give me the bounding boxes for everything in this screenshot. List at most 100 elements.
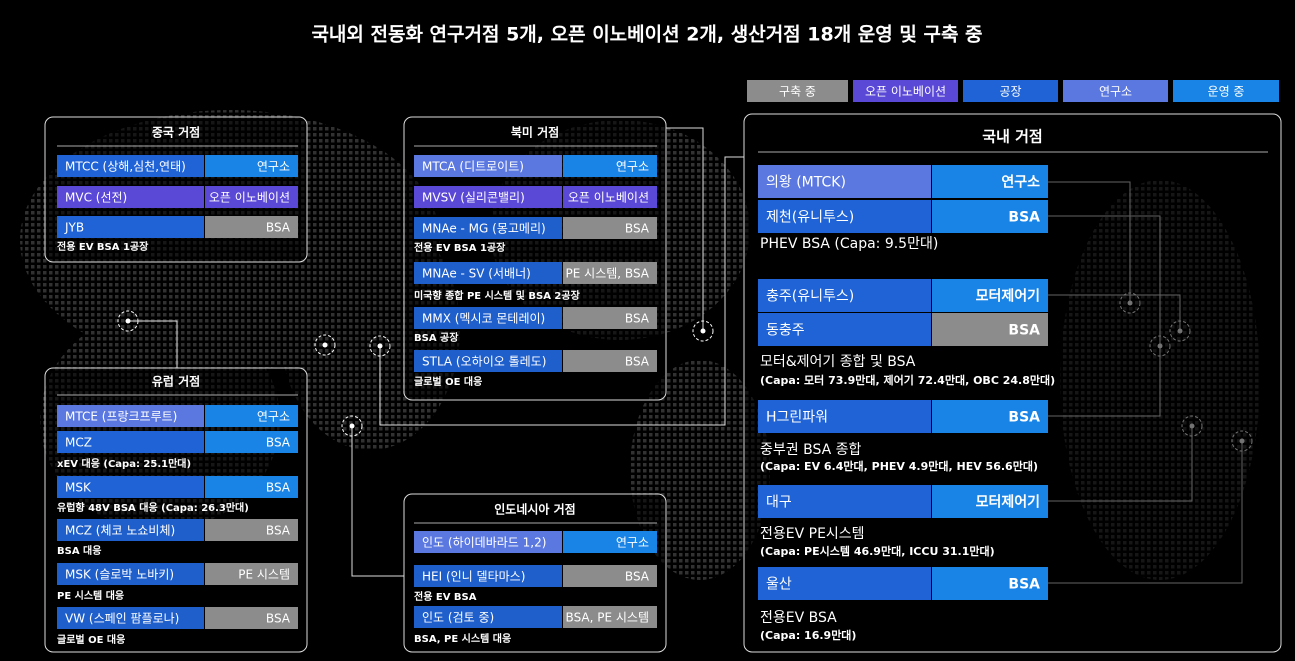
site-type: BSA [625, 355, 650, 369]
site-note: BSA 대응 [57, 544, 101, 557]
type-cell [205, 155, 298, 177]
name-cell [57, 405, 204, 427]
site-note: 중부권 BSA 종합 [760, 442, 862, 458]
type-cell [205, 186, 298, 208]
panel-title: 북미 거점 [511, 125, 559, 140]
title: 국내외 전동화 연구거점 5개, 오픈 이노베이션 2개, 생산거점 18개 운… [311, 24, 982, 46]
name-cell [414, 350, 562, 372]
type-cell [932, 567, 1048, 600]
pin-dot [322, 342, 328, 348]
site-name: MNAe - MG (몽고메리) [422, 222, 546, 236]
site-note: BSA 공장 [414, 331, 459, 344]
site-type: BSA, PE 시스템 [566, 611, 649, 625]
name-cell [414, 155, 562, 177]
region-panel: 북미 거점 MTCA (디트로이트) 연구소 MVSV (실리콘밸리) 오픈 이노베이션… [403, 116, 667, 401]
site-type: 오픈 이노베이션 [209, 191, 290, 205]
type-cell [563, 155, 657, 177]
site-note: 전용 EV BSA 1공장 [414, 241, 506, 254]
name-cell [57, 155, 204, 177]
name-cell [414, 262, 562, 284]
site-type: BSA [266, 436, 291, 450]
site-note: 전용 EV BSA 1공장 [57, 240, 149, 253]
site-type: BSA [266, 612, 291, 626]
site-note: BSA, PE 시스템 대응 [414, 632, 511, 645]
pin-ring [369, 335, 391, 357]
legend-label: 오픈 이노베이션 [865, 85, 946, 99]
panels: 중국 거점 MTCC (상해,심천,연태) 연구소 MVC (선전) 오픈 이노베이션 J… [44, 113, 1282, 653]
site-note: 글로벌 OE 대응 [57, 633, 125, 646]
name-cell [758, 567, 931, 600]
site-note: 전용EV BSA [760, 610, 837, 626]
type-cell [932, 165, 1048, 198]
site-name: MNAe - SV (서배너) [422, 267, 531, 281]
site-type: 연구소 [616, 160, 649, 174]
site-name: 울산 [766, 577, 792, 593]
site-subnote: (Capa: PE시스템 46.9만대, ICCU 31.1만대) [760, 544, 995, 558]
name-cell [414, 606, 562, 628]
type-cell [932, 279, 1048, 312]
site-note: PHEV BSA (Capa: 9.5만대) [760, 236, 938, 252]
site-name: MVC (선전) [65, 191, 127, 205]
name-cell [57, 607, 204, 629]
name-cell [57, 519, 204, 541]
name-cell [414, 565, 562, 587]
site-type: BSA [266, 481, 291, 495]
pin-ring [117, 310, 139, 332]
site-type: BSA [1008, 577, 1040, 593]
site-name: MVSV (실리콘밸리) [422, 191, 525, 205]
site-subnote: (Capa: 모터 73.9만대, 제어기 72.4만대, OBC 24.8만대… [760, 373, 1055, 387]
name-cell [758, 313, 931, 346]
name-cell [758, 165, 931, 198]
type-cell [563, 262, 657, 284]
type-cell [932, 313, 1048, 346]
name-cell [57, 186, 204, 208]
pin-ring [341, 415, 363, 437]
type-cell [205, 405, 298, 427]
site-name: 제천(유니투스) [766, 210, 854, 226]
panel-title: 중국 거점 [152, 125, 200, 140]
site-name: H그린파워 [766, 410, 828, 426]
site-name: MTCE (프랑크프루트) [65, 410, 177, 424]
name-cell [57, 216, 204, 238]
type-cell [563, 307, 657, 329]
site-type: BSA [1008, 210, 1040, 226]
site-note: 미국향 종합 PE 시스템 및 BSA 2공장 [414, 289, 581, 302]
site-name: 인도 (검토 중) [422, 611, 494, 625]
type-cell [205, 476, 298, 498]
site-name: MCZ (체코 노쇼비체) [65, 524, 175, 538]
pin-dot [377, 343, 383, 349]
panel-title: 인도네시아 거점 [494, 502, 575, 517]
site-name: 인도 (하이데바라드 1,2) [422, 536, 546, 550]
site-type: BSA [1008, 410, 1040, 426]
name-cell [57, 431, 204, 453]
name-cell [414, 186, 562, 208]
site-type: BSA [625, 222, 650, 236]
site-name: MSK [65, 481, 92, 495]
site-note: xEV 대응 (Capa: 25.1만대) [57, 457, 191, 470]
site-name: 의왕 (MTCK) [766, 175, 846, 191]
site-type: 오픈 이노베이션 [568, 191, 649, 205]
name-cell [414, 307, 562, 329]
panel-title: 국내 거점 [982, 128, 1042, 146]
pin-dot [349, 423, 355, 429]
site-type: 연구소 [257, 410, 290, 424]
type-cell [205, 607, 298, 629]
type-cell [205, 431, 298, 453]
name-cell [414, 531, 562, 553]
legend: 구축 중 오픈 이노베이션 공장 연구소 운영 중 [747, 80, 1279, 102]
name-cell [57, 563, 204, 585]
pin-dot [125, 318, 131, 324]
site-name: JYB [64, 221, 84, 235]
type-cell [563, 186, 657, 208]
pin-ring [692, 320, 714, 342]
legend-swatch [1173, 80, 1279, 102]
site-name: MCZ [65, 436, 92, 450]
type-cell [563, 350, 657, 372]
site-type: 모터제어기 [976, 288, 1040, 305]
site-type: BSA [266, 221, 291, 235]
type-cell [932, 400, 1048, 433]
site-note: 전용EV PE시스템 [760, 526, 865, 542]
pin-dot [700, 328, 706, 334]
